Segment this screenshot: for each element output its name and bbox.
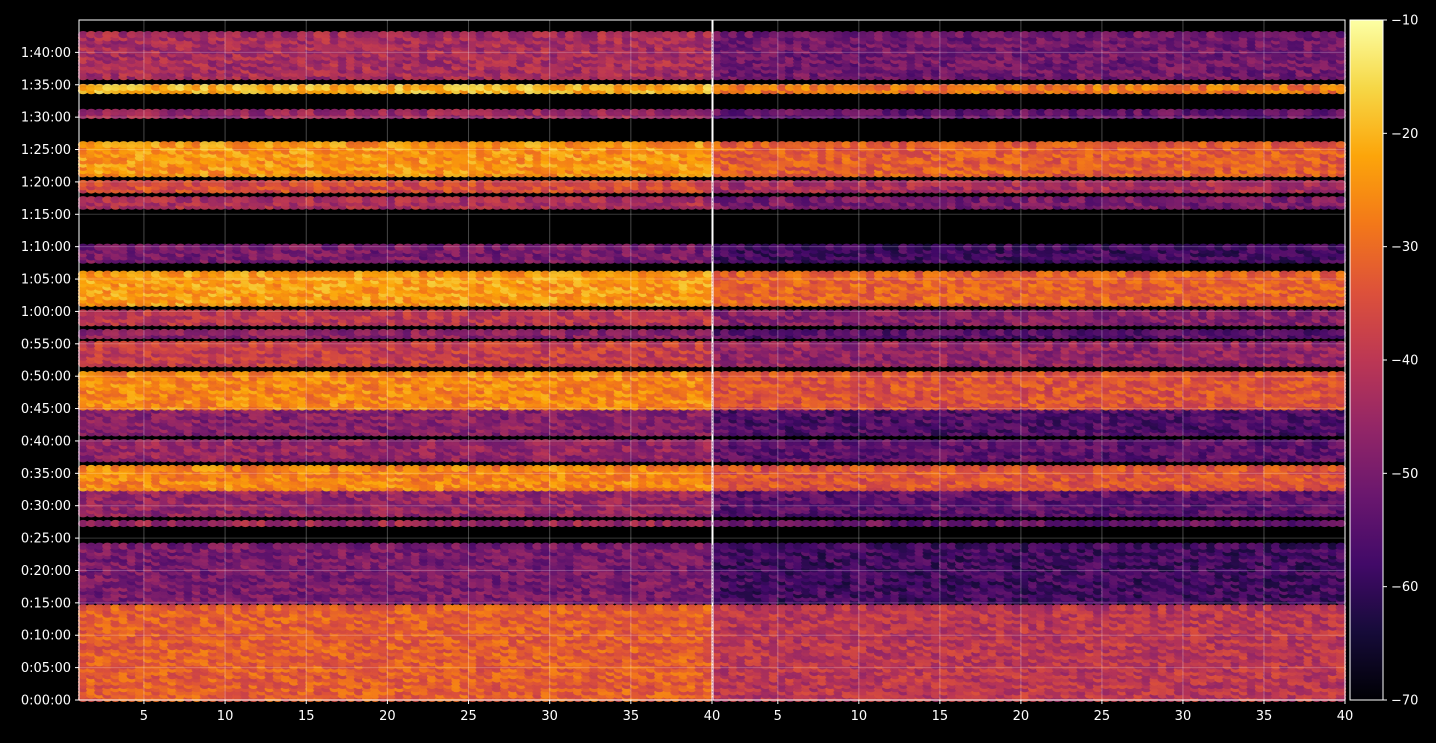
heatmap-panels: 5 10 15 20 25 30 35 40 5 10 15 20 25 30 35 40 <box>77 19 1353 724</box>
panel-cells <box>77 30 714 703</box>
heatmap-panel-1: 5 10 15 20 25 30 35 40 <box>77 19 720 724</box>
